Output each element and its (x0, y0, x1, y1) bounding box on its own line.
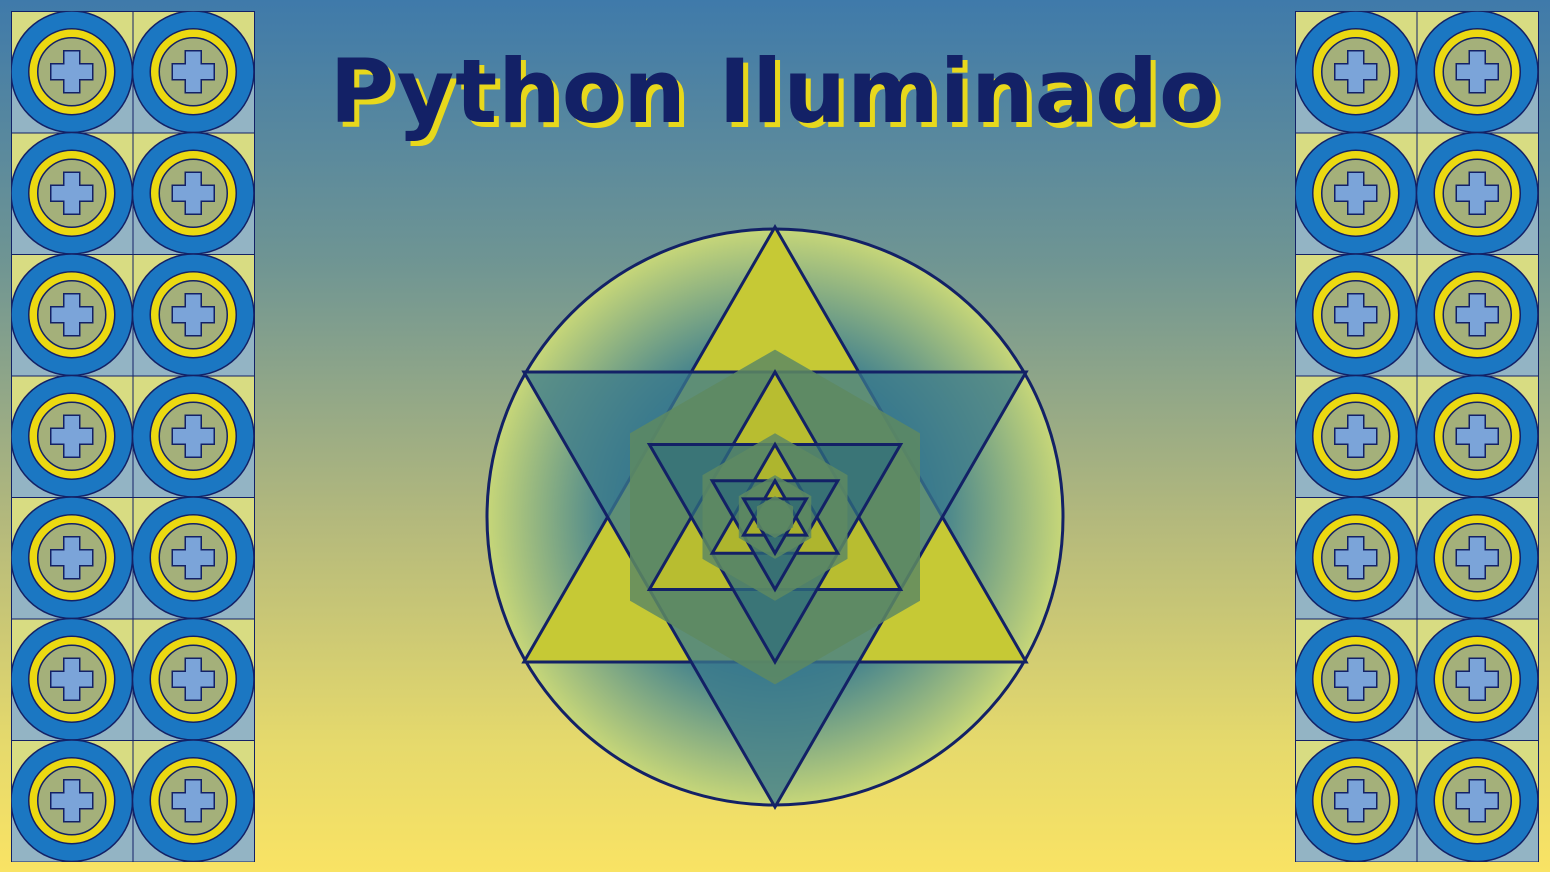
tile-column-left (11, 11, 256, 862)
tile-right-9 (1417, 497, 1539, 619)
tile-right-8 (1295, 497, 1417, 619)
tile-right-11 (1417, 619, 1539, 741)
tile-left-10 (11, 619, 133, 741)
tile-right-7 (1417, 376, 1539, 498)
tile-right-4 (1295, 254, 1417, 376)
tile-left-7 (133, 376, 255, 498)
tile-right-13 (1417, 740, 1539, 862)
tile-right-5 (1417, 254, 1539, 376)
tile-right-6 (1295, 376, 1417, 498)
tile-right-3 (1417, 133, 1539, 255)
tile-left-8 (11, 497, 133, 619)
tile-left-5 (133, 254, 255, 376)
tile-left-13 (133, 740, 255, 862)
tile-left-9 (133, 497, 255, 619)
tile-right-0 (1295, 11, 1417, 133)
mandala (480, 220, 1070, 820)
tile-right-1 (1417, 11, 1539, 133)
tile-left-6 (11, 376, 133, 498)
tile-left-12 (11, 740, 133, 862)
tile-right-12 (1295, 740, 1417, 862)
tile-column-right (1295, 11, 1540, 862)
tile-left-4 (11, 254, 133, 376)
tile-left-3 (133, 133, 255, 255)
tile-right-2 (1295, 133, 1417, 255)
tile-left-11 (133, 619, 255, 741)
tile-left-2 (11, 133, 133, 255)
tile-left-0 (11, 11, 133, 133)
tile-right-10 (1295, 619, 1417, 741)
tile-left-1 (133, 11, 255, 133)
